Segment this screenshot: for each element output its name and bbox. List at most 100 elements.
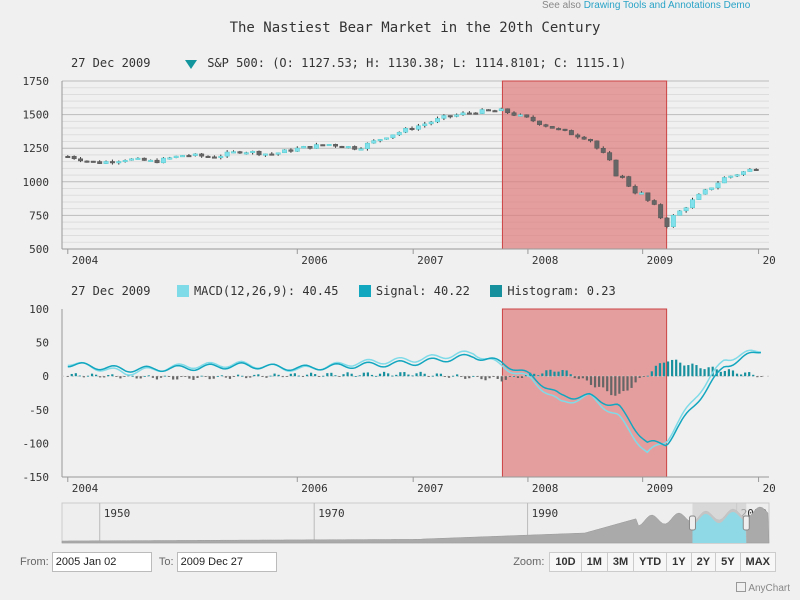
histogram-bar — [488, 376, 491, 379]
histogram-bar — [618, 376, 621, 394]
navigator-left-handle[interactable] — [688, 515, 696, 531]
signal-swatch — [358, 285, 371, 297]
histogram-bar — [553, 371, 556, 377]
histogram-bar — [593, 376, 597, 388]
histogram-bar — [727, 369, 731, 377]
from-label: From: — [20, 556, 49, 568]
candle-body — [486, 109, 491, 112]
navigator-area — [61, 506, 770, 544]
price-y-tick-label: 1500 — [23, 109, 50, 122]
candle-body — [594, 140, 600, 149]
histogram-bar — [232, 376, 236, 377]
histogram-bar — [614, 376, 617, 396]
to-date-input[interactable] — [176, 552, 277, 572]
histogram-bar — [119, 376, 122, 379]
zoom-1m-button[interactable]: 1M — [580, 552, 608, 572]
histogram-bar — [192, 376, 195, 380]
range-selector: From: To: — [20, 552, 277, 572]
candle-body — [396, 131, 402, 136]
zoom-max-button[interactable]: MAX — [739, 552, 776, 572]
histogram-bar — [216, 375, 219, 377]
credit-text: AnyChart — [748, 583, 790, 594]
histogram-bar — [403, 372, 406, 377]
candle-body — [199, 153, 205, 157]
candle-body — [78, 158, 83, 162]
candle-body — [741, 171, 746, 175]
histogram-bar — [212, 376, 215, 379]
histogram-bar — [281, 376, 284, 378]
histogram-bar — [253, 374, 256, 377]
from-date-input[interactable] — [51, 552, 152, 572]
candle-body — [243, 152, 249, 155]
zoom-10d-button[interactable]: 10D — [549, 552, 582, 572]
zoom-5y-button[interactable]: 5Y — [715, 552, 741, 572]
navigator-right-handle[interactable] — [742, 515, 750, 531]
navigator-tick-label: 1990 — [532, 507, 559, 520]
price-highlight-range — [501, 80, 668, 250]
candle-body — [677, 210, 683, 216]
price-legend-date: 27 Dec 2009 — [71, 56, 151, 70]
histogram-bar — [163, 375, 167, 377]
histogram-bar — [395, 374, 398, 377]
histogram-bar — [111, 374, 114, 377]
histogram-bar — [168, 376, 171, 377]
candle-body — [71, 156, 77, 160]
macd-y-tick-label: 0 — [42, 370, 49, 383]
candle-body — [160, 157, 166, 164]
triangle-down-icon — [184, 60, 197, 69]
candle-body — [505, 108, 511, 113]
candle-body — [619, 175, 625, 178]
macd-x-tick-label: 2006 — [301, 482, 328, 495]
candle-body — [709, 187, 715, 190]
histogram-bar — [545, 370, 548, 377]
price-x-tick-label: 2009 — [647, 254, 674, 267]
histogram-bar — [679, 362, 682, 377]
zoom-1y-button[interactable]: 1Y — [666, 552, 692, 572]
histogram-bar — [504, 376, 507, 380]
histogram-bar — [443, 376, 447, 377]
see-also-link[interactable]: Drawing Tools and Annotations Demo — [583, 0, 751, 11]
zoom-2y-button[interactable]: 2Y — [690, 552, 717, 572]
histogram-bar — [309, 372, 313, 377]
histogram-bar — [184, 376, 187, 377]
histogram-bar — [224, 376, 228, 378]
zoom-ytd-button[interactable]: YTD — [633, 552, 668, 572]
histogram-bar — [581, 376, 584, 379]
candle-body — [205, 155, 211, 158]
histogram-bar — [346, 372, 349, 377]
price-legend-text: S&P 500: (O: 1127.53; H: 1130.38; L: 111… — [207, 56, 627, 70]
histogram-bar — [155, 376, 159, 380]
histogram-bar — [671, 359, 674, 377]
price-legend: 27 Dec 2009 S&P 500: (O: 1127.53; H: 113… — [71, 56, 626, 70]
histogram-bar — [427, 376, 430, 377]
candle-body — [403, 128, 409, 133]
histogram-bar — [496, 376, 499, 379]
histogram-bar — [683, 365, 686, 377]
histogram-bar — [383, 371, 386, 377]
histogram-bar — [265, 376, 268, 378]
histogram-bar — [387, 373, 390, 377]
candle-body — [384, 137, 389, 140]
histogram-bar — [188, 376, 191, 379]
candle-body — [721, 177, 727, 184]
histogram-bar — [435, 373, 438, 377]
histogram-bar — [103, 376, 106, 378]
macd-legend-macd: MACD(12,26,9): 40.45 — [193, 284, 339, 298]
histogram-bar — [269, 375, 272, 377]
price-y-tick-label: 500 — [29, 243, 49, 256]
histogram-bar — [460, 376, 463, 377]
candle-body — [224, 151, 230, 157]
price-x-tick-label: 2006 — [301, 254, 328, 267]
candle-body — [192, 153, 198, 156]
candle-body — [696, 193, 702, 200]
zoom-3m-button[interactable]: 3M — [606, 552, 635, 572]
candle-body — [715, 182, 721, 189]
histogram-bar — [314, 374, 317, 377]
histogram-bar — [606, 376, 609, 392]
histogram-bar — [208, 376, 211, 380]
candle-body — [690, 199, 695, 208]
candle-body — [352, 146, 358, 150]
histogram-bar — [374, 375, 378, 377]
histogram-bar — [654, 365, 657, 377]
